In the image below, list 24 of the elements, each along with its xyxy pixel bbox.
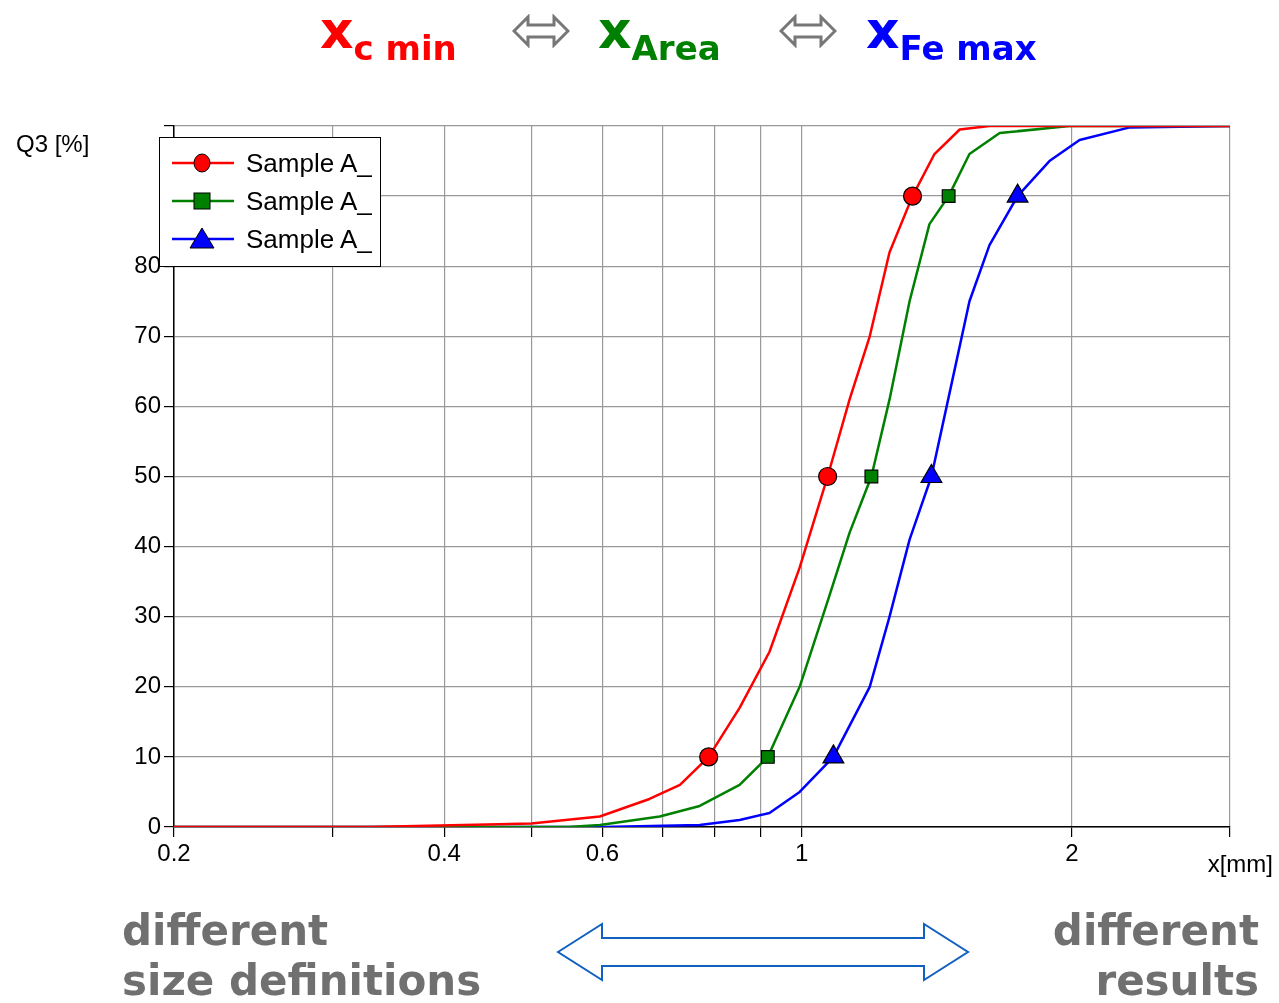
y-tick-label: 40 xyxy=(134,531,161,559)
x-tick-label: 2 xyxy=(1065,839,1079,867)
text: x$_{c min}$ xyxy=(320,0,457,68)
legend-label: Sample A_ xyxy=(246,147,372,179)
x-tick-label: 0.2 xyxy=(157,839,191,867)
y-tick-label: 10 xyxy=(134,741,161,769)
y-tick-label: 70 xyxy=(134,320,161,348)
y-tick-label: 20 xyxy=(134,671,161,699)
y-tick-label: 60 xyxy=(134,391,161,419)
x-axis-title: x[mm] xyxy=(1207,850,1273,878)
text: different results xyxy=(1052,906,1259,1003)
text: x$_{Fe max}$ xyxy=(866,0,1037,68)
y-tick-label: 50 xyxy=(134,461,161,489)
y-axis-title: Q3 [%] xyxy=(16,130,90,158)
legend-label: Sample A_ xyxy=(246,185,372,217)
x-tick-label: 0.4 xyxy=(427,839,461,867)
y-tick-label: 80 xyxy=(134,250,161,278)
y-tick-label: 30 xyxy=(134,601,161,629)
x-tick-label: 0.6 xyxy=(585,839,620,867)
text: different size definitions xyxy=(122,906,482,1003)
x-tick-label: 1 xyxy=(794,839,809,867)
legend-label: Sample A_ xyxy=(246,223,372,255)
text: x$_{Area}$ xyxy=(598,0,721,68)
y-tick-label: 0 xyxy=(147,811,161,839)
